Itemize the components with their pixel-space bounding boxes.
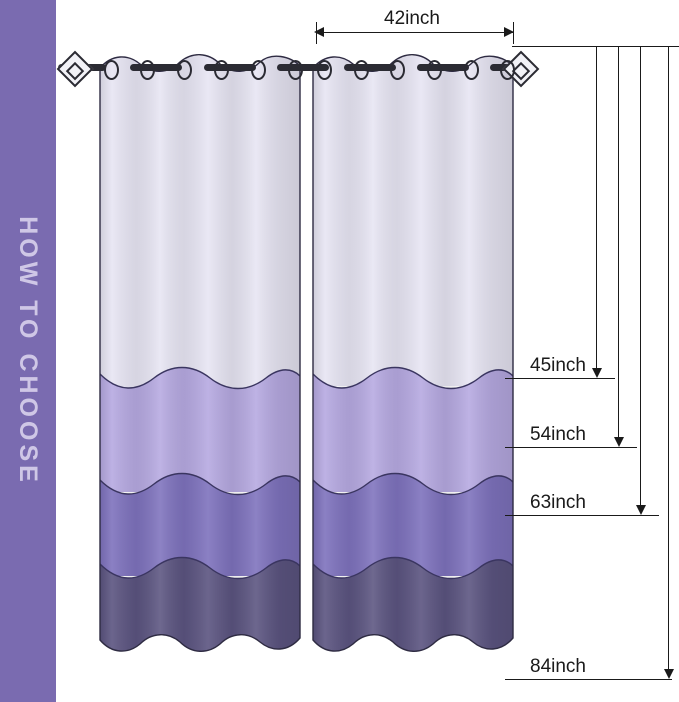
length-label-63: 63inch [530,492,586,513]
banner-label: HOW TO CHOOSE [14,216,43,486]
width-tick-right [513,22,514,44]
curtain-rod-segment-5 [417,64,469,71]
panel-left-art [99,54,301,652]
how-to-choose-banner: HOW TO CHOOSE [0,0,56,702]
length-arrow-shaft-63 [640,46,641,507]
width-dimension-label: 42inch [384,8,440,29]
length-arrow-shaft-84 [668,46,669,671]
grommet [427,60,442,80]
length-arrow-shaft-45 [596,46,597,370]
length-arrowhead-84 [664,669,674,679]
length-line-84 [505,679,672,680]
width-arrow-left [314,27,324,37]
curtain-panel-left [99,54,301,670]
grommet [500,60,515,80]
curtain-panel-right [312,54,514,670]
length-arrowhead-54 [614,437,624,447]
grommet [251,60,266,80]
grommet [140,60,155,80]
grommet [288,60,303,80]
panel-right-art [312,54,514,652]
curtain-rod-segment-2 [204,64,256,71]
grommet [390,60,405,80]
grommet [317,60,332,80]
length-line-63 [505,515,659,516]
length-arrowhead-63 [636,505,646,515]
grommet [177,60,192,80]
grommet [104,60,119,80]
curtain-rod-segment-1 [130,64,182,71]
width-tick-left [316,22,317,44]
length-label-84: 84inch [530,656,586,677]
curtain-rod-segment-3 [277,64,329,71]
length-line-54 [505,447,637,448]
grommet [464,60,479,80]
length-datum-line [512,46,679,47]
rod-finial-left [56,50,94,88]
length-line-45 [505,378,615,379]
width-dimension-line [317,32,514,33]
length-label-54: 54inch [530,424,586,445]
length-label-45: 45inch [530,355,586,376]
grommet [354,60,369,80]
grommet [214,60,229,80]
length-arrow-shaft-54 [618,46,619,439]
width-arrow-right [504,27,514,37]
curtain-rod-segment-4 [344,64,396,71]
length-arrowhead-45 [592,368,602,378]
